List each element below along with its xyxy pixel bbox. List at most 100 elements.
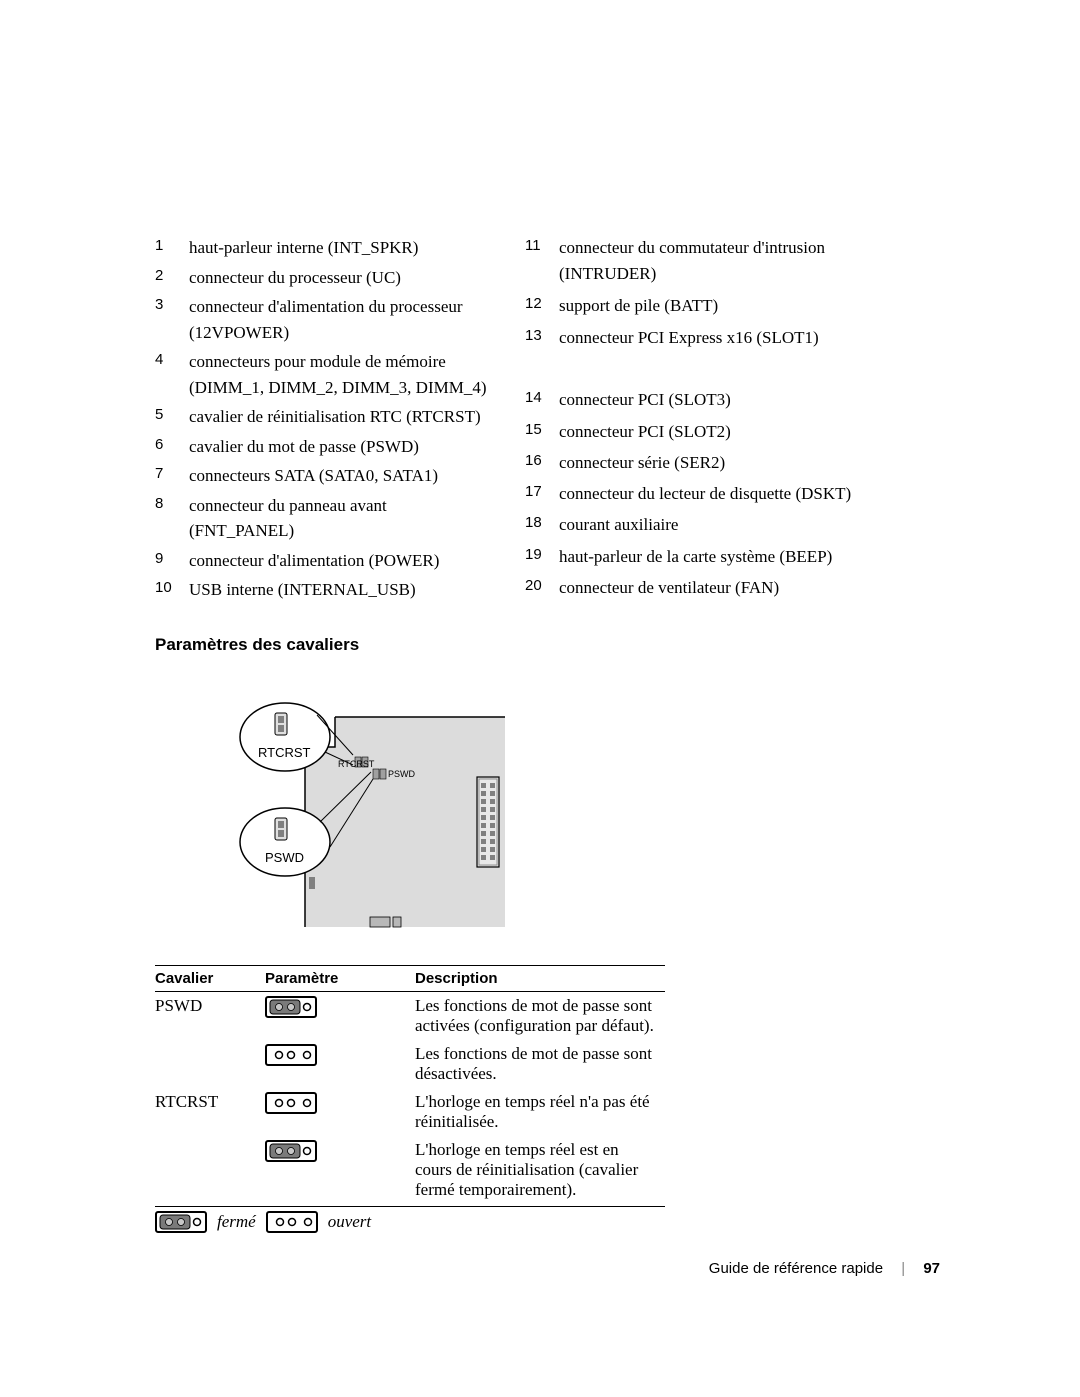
jumper-settings-table: Cavalier Paramètre Description PSWD Les f… <box>155 965 665 1207</box>
connector-number: 16 <box>525 450 559 481</box>
connector-row: 7connecteurs SATA (SATA0, SATA1) <box>155 463 495 493</box>
connector-number: 10 <box>155 577 189 607</box>
cell-cavalier <box>155 1136 265 1207</box>
page-footer: Guide de référence rapide | 97 <box>709 1260 940 1277</box>
page-content: 1haut-parleur interne (INT_SPKR)2connect… <box>0 0 1080 1233</box>
connector-number: 5 <box>155 404 189 434</box>
cell-cavalier: PSWD <box>155 991 265 1040</box>
diagram-label-rtcrst: RTCRST <box>258 745 311 760</box>
connector-text: connecteur PCI (SLOT2) <box>559 419 905 450</box>
cell-parametre <box>265 991 415 1040</box>
connector-row: 12support de pile (BATT) <box>525 293 905 324</box>
connector-number: 12 <box>525 293 559 324</box>
cell-description: L'horloge en temps réel est en cours de … <box>415 1136 665 1207</box>
connector-text: cavalier de réinitialisation RTC (RTCRST… <box>189 404 495 434</box>
jumper-diagram: RTCRST PSWD RTCRST PSWD <box>225 677 505 937</box>
diagram-small-pswd: PSWD <box>388 769 416 779</box>
connector-row: 16connecteur série (SER2) <box>525 450 905 481</box>
connector-number: 20 <box>525 575 559 606</box>
connector-row: 10USB interne (INTERNAL_USB) <box>155 577 495 607</box>
connector-number: 1 <box>155 235 189 265</box>
connector-number: 7 <box>155 463 189 493</box>
connector-text: connecteur d'alimentation (POWER) <box>189 548 495 578</box>
cell-parametre <box>265 1088 415 1136</box>
connector-number: 18 <box>525 512 559 543</box>
connector-text: connecteur PCI Express x16 (SLOT1) <box>559 325 905 356</box>
connector-number: 14 <box>525 387 559 418</box>
connector-number: 15 <box>525 419 559 450</box>
table-row: RTCRST L'horloge en temps réel n'a pas ét… <box>155 1088 665 1136</box>
connector-text: connecteur série (SER2) <box>559 450 905 481</box>
connector-row: 9connecteur d'alimentation (POWER) <box>155 548 495 578</box>
diagram-label-pswd: PSWD <box>265 850 304 865</box>
cell-cavalier <box>155 1040 265 1088</box>
footer-page-number: 97 <box>923 1260 940 1277</box>
connector-text: courant auxiliaire <box>559 512 905 543</box>
cell-description: Les fonctions de mot de passe sont activ… <box>415 991 665 1040</box>
connector-number: 17 <box>525 481 559 512</box>
connector-text: haut-parleur interne (INT_SPKR) <box>189 235 495 265</box>
footer-separator: | <box>901 1260 905 1277</box>
connector-text: connecteurs SATA (SATA0, SATA1) <box>189 463 495 493</box>
connector-row: 19haut-parleur de la carte système (BEEP… <box>525 544 905 575</box>
cell-description: Les fonctions de mot de passe sont désac… <box>415 1040 665 1088</box>
connector-number: 11 <box>525 235 559 293</box>
jumper-open-icon <box>266 1211 318 1233</box>
connector-number: 19 <box>525 544 559 575</box>
connector-text: connecteur PCI (SLOT3) <box>559 387 905 418</box>
connector-row: 15connecteur PCI (SLOT2) <box>525 419 905 450</box>
connector-text: haut-parleur de la carte système (BEEP) <box>559 544 905 575</box>
connector-row: 3connecteur d'alimentation du processeur… <box>155 294 495 349</box>
connector-row: 5cavalier de réinitialisation RTC (RTCRS… <box>155 404 495 434</box>
connector-row: 20connecteur de ventilateur (FAN) <box>525 575 905 606</box>
connector-text: connecteur du processeur (UC) <box>189 265 495 295</box>
jumper-closed-icon <box>265 1140 409 1162</box>
connector-text: connecteur du commutateur d'intrusion (I… <box>559 235 905 293</box>
legend-open-label: ouvert <box>328 1212 371 1232</box>
connector-row: 1haut-parleur interne (INT_SPKR) <box>155 235 495 265</box>
connector-text: cavalier du mot de passe (PSWD) <box>189 434 495 464</box>
legend-closed-label: fermé <box>217 1212 256 1232</box>
connector-number: 3 <box>155 294 189 349</box>
connector-row: 13connecteur PCI Express x16 (SLOT1) <box>525 325 905 356</box>
connector-row: 4connecteurs pour module de mémoire (DIM… <box>155 349 495 404</box>
connector-text: USB interne (INTERNAL_USB) <box>189 577 495 607</box>
connector-number: 2 <box>155 265 189 295</box>
jumper-legend: fermé ouvert <box>155 1211 940 1233</box>
connector-row: 6cavalier du mot de passe (PSWD) <box>155 434 495 464</box>
connector-row: 14connecteur PCI (SLOT3) <box>525 387 905 418</box>
connector-row: 2connecteur du processeur (UC) <box>155 265 495 295</box>
table-row: L'horloge en temps réel est en cours de … <box>155 1136 665 1207</box>
jumper-closed-icon <box>155 1211 207 1233</box>
connector-number: 4 <box>155 349 189 404</box>
section-heading: Paramètres des cavaliers <box>155 635 940 655</box>
connector-text: support de pile (BATT) <box>559 293 905 324</box>
jumper-open-icon <box>265 1092 409 1114</box>
jumper-open-icon <box>265 1044 409 1066</box>
th-description: Description <box>415 965 665 991</box>
connector-number: 13 <box>525 325 559 356</box>
connector-text: connecteur d'alimentation du processeur … <box>189 294 495 349</box>
connectors-right-column: 11connecteur du commutateur d'intrusion … <box>525 235 905 607</box>
connector-number: 6 <box>155 434 189 464</box>
connector-text: connecteur de ventilateur (FAN) <box>559 575 905 606</box>
connector-text: connecteurs pour module de mémoire (DIMM… <box>189 349 495 404</box>
cell-parametre <box>265 1040 415 1088</box>
connector-number: 9 <box>155 548 189 578</box>
connector-row: 18courant auxiliaire <box>525 512 905 543</box>
connector-number: 8 <box>155 493 189 548</box>
cell-cavalier: RTCRST <box>155 1088 265 1136</box>
connector-row: 8connecteur du panneau avant (FNT_PANEL) <box>155 493 495 548</box>
connectors-left-column: 1haut-parleur interne (INT_SPKR)2connect… <box>155 235 495 607</box>
th-cavalier: Cavalier <box>155 965 265 991</box>
table-row: Les fonctions de mot de passe sont désac… <box>155 1040 665 1088</box>
cell-parametre <box>265 1136 415 1207</box>
table-row: PSWD Les fonctions de mot de passe sont a… <box>155 991 665 1040</box>
connector-row: 17connecteur du lecteur de disquette (DS… <box>525 481 905 512</box>
connector-text: connecteur du panneau avant (FNT_PANEL) <box>189 493 495 548</box>
footer-title: Guide de référence rapide <box>709 1260 883 1277</box>
connector-text: connecteur du lecteur de disquette (DSKT… <box>559 481 905 512</box>
connector-list: 1haut-parleur interne (INT_SPKR)2connect… <box>155 235 940 607</box>
cell-description: L'horloge en temps réel n'a pas été réin… <box>415 1088 665 1136</box>
th-parametre: Paramètre <box>265 965 415 991</box>
